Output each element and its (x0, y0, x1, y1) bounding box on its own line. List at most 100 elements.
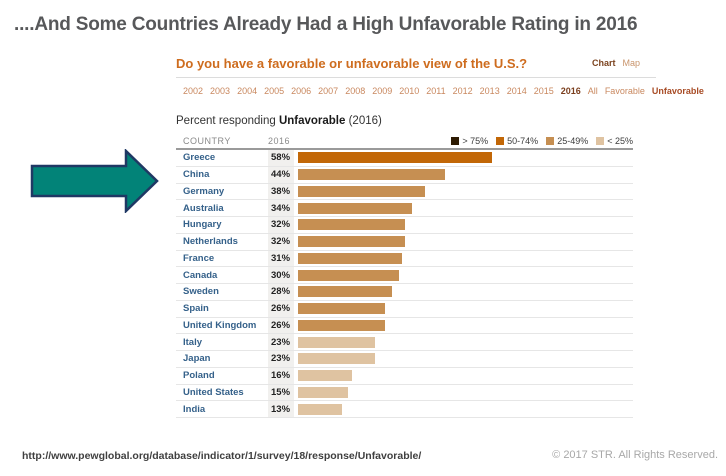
table-row: Japan 23% (176, 351, 633, 368)
legend-label: > 75% (462, 136, 489, 146)
bar-area (294, 385, 633, 401)
filter-link-all[interactable]: All (587, 86, 598, 96)
bar-area (294, 284, 633, 300)
country-label[interactable]: Netherlands (183, 236, 238, 248)
country-label[interactable]: Japan (183, 353, 211, 365)
year-link-2006[interactable]: 2006 (291, 86, 312, 96)
year-link-2004[interactable]: 2004 (237, 86, 258, 96)
country-label[interactable]: Australia (183, 202, 224, 214)
legend-label: 25-49% (557, 136, 589, 146)
year-link-2015[interactable]: 2015 (533, 86, 554, 96)
year-link-2016[interactable]: 2016 (560, 86, 581, 96)
table-row: United Kingdom 26% (176, 317, 633, 335)
bar[interactable] (298, 152, 493, 164)
pew-survey-widget: Do you have a favorable or unfavorable v… (176, 56, 704, 418)
country-label[interactable]: France (183, 252, 215, 264)
year-link-2003[interactable]: 2003 (210, 86, 231, 96)
year-link-2012[interactable]: 2012 (452, 86, 473, 96)
bar-area (294, 217, 633, 233)
value-label: 26% (268, 300, 294, 317)
year-link-2009[interactable]: 2009 (372, 86, 393, 96)
copyright: © 2017 STR. All Rights Reserved. (552, 449, 718, 461)
tab-map[interactable]: Map (622, 58, 640, 68)
country-label[interactable]: India (183, 403, 206, 415)
filter-link-unfavorable[interactable]: Unfavorable (651, 86, 704, 96)
slide-title: ....And Some Countries Already Had a Hig… (14, 14, 638, 35)
bar[interactable] (298, 386, 349, 398)
bar-area (294, 200, 633, 216)
year-link-2002[interactable]: 2002 (183, 86, 204, 96)
value-label: 28% (268, 284, 294, 300)
legend-item: > 75% (451, 136, 488, 146)
country-label[interactable]: Poland (183, 370, 215, 382)
year-link-2008[interactable]: 2008 (345, 86, 366, 96)
country-label[interactable]: China (183, 169, 210, 181)
year-nav: 2002 2003 2004 2005 2006 2007 2008 2009 2010 2011… (176, 86, 704, 96)
value-label: 26% (268, 317, 294, 334)
bar[interactable] (298, 269, 399, 281)
bar[interactable] (298, 219, 406, 231)
legend: > 75% 50-74% 25-49% < 25% (294, 136, 633, 146)
table-row: Sweden 28% (176, 284, 633, 301)
right-arrow-icon (30, 148, 159, 214)
bar[interactable] (298, 403, 342, 415)
value-label: 13% (268, 401, 294, 417)
value-label: 58% (268, 150, 294, 166)
value-label: 16% (268, 367, 294, 384)
table-row: Australia 34% (176, 200, 633, 217)
value-label: 31% (268, 250, 294, 267)
bar-area (294, 234, 633, 250)
column-header-2016: 2016 (268, 136, 291, 146)
bar-area (294, 184, 633, 200)
table-row: Hungary 32% (176, 217, 633, 234)
bar[interactable] (298, 286, 392, 298)
table-row: Italy 23% (176, 334, 633, 351)
value-label: 32% (268, 217, 294, 233)
legend-swatch-icon (496, 137, 505, 145)
country-label[interactable]: Canada (183, 269, 218, 281)
legend-item: 50-74% (496, 136, 538, 146)
year-link-2011[interactable]: 2011 (426, 86, 446, 96)
year-link-2007[interactable]: 2007 (318, 86, 339, 96)
bar[interactable] (298, 236, 406, 248)
bar[interactable] (298, 336, 376, 348)
country-label[interactable]: Germany (183, 185, 225, 197)
table-row: Spain 26% (176, 300, 633, 318)
country-label[interactable]: Greece (183, 152, 216, 164)
table-row: Germany 38% (176, 183, 633, 201)
country-label[interactable]: Hungary (183, 219, 222, 231)
country-label[interactable]: United States (183, 386, 244, 398)
table-row: Netherlands 32% (176, 233, 633, 251)
bar-area (294, 167, 633, 183)
legend-swatch-icon (596, 137, 605, 145)
country-label[interactable]: Spain (183, 303, 209, 315)
source-url: http://www.pewglobal.org/database/indica… (22, 450, 422, 462)
year-link-2005[interactable]: 2005 (264, 86, 285, 96)
bar[interactable] (298, 185, 426, 197)
bar[interactable] (298, 202, 412, 214)
country-label[interactable]: Sweden (183, 286, 219, 298)
filter-link-favorable[interactable]: Favorable (604, 86, 645, 96)
value-label: 15% (268, 384, 294, 401)
legend-label: < 25% (607, 136, 633, 146)
value-label: 44% (268, 166, 294, 183)
year-link-2013[interactable]: 2013 (479, 86, 500, 96)
table-row: United States 15% (176, 384, 633, 402)
year-link-2010[interactable]: 2010 (399, 86, 420, 96)
legend-swatch-icon (546, 137, 555, 145)
bar[interactable] (298, 252, 402, 264)
value-label: 23% (268, 351, 294, 367)
year-link-2014[interactable]: 2014 (506, 86, 527, 96)
bar[interactable] (298, 169, 446, 181)
country-label[interactable]: Italy (183, 336, 203, 348)
tab-chart[interactable]: Chart (591, 58, 616, 68)
bar-area (294, 318, 633, 334)
bar[interactable] (298, 353, 376, 365)
table-row: India 13% (176, 401, 633, 418)
bar[interactable] (298, 370, 352, 382)
country-label[interactable]: United Kingdom (183, 319, 257, 331)
bar[interactable] (298, 303, 386, 315)
column-header-country: COUNTRY (183, 136, 231, 146)
bar[interactable] (298, 319, 386, 331)
